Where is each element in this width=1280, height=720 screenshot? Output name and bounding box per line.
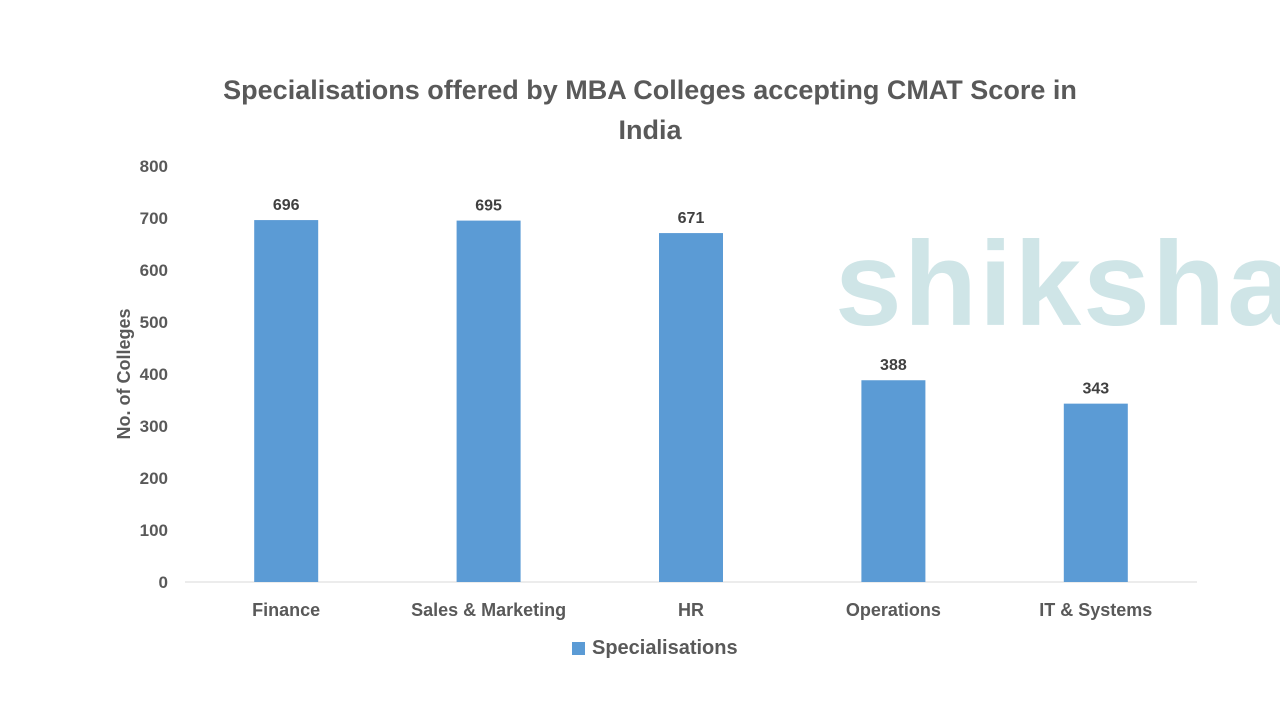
shiksha-watermark: shiksha xyxy=(835,217,1280,351)
data-label: 696 xyxy=(273,197,300,214)
data-label: 388 xyxy=(880,357,907,374)
bar-finance xyxy=(254,220,319,582)
y-tick-label: 500 xyxy=(140,313,168,332)
y-tick-label: 100 xyxy=(140,521,168,540)
x-tick-label: Finance xyxy=(252,600,320,620)
legend-swatch xyxy=(572,642,585,655)
data-label: 671 xyxy=(678,210,705,227)
data-label: 343 xyxy=(1082,381,1109,398)
x-tick-label: IT & Systems xyxy=(1039,600,1152,620)
y-tick-label: 200 xyxy=(140,469,168,488)
bar-sales-marketing xyxy=(456,220,521,582)
y-axis-label: No. of Colleges xyxy=(114,308,134,439)
bar-operations xyxy=(861,380,926,582)
x-tick-label: HR xyxy=(678,600,704,620)
y-tick-label: 600 xyxy=(140,261,168,280)
chart-title: Specialisations offered by MBA Colleges … xyxy=(223,75,1077,145)
legend: Specialisations xyxy=(572,637,738,660)
y-tick-label: 700 xyxy=(140,209,168,228)
y-tick-label: 0 xyxy=(159,573,168,592)
y-tick-label: 800 xyxy=(140,157,168,176)
bar-it-systems xyxy=(1063,403,1128,582)
x-tick-label: Operations xyxy=(846,600,941,620)
y-tick-label: 400 xyxy=(140,365,168,384)
x-tick-label: Sales & Marketing xyxy=(411,600,566,620)
bar-hr xyxy=(659,233,723,582)
data-label: 695 xyxy=(475,198,502,215)
legend-label: Specialisations xyxy=(592,637,738,659)
y-tick-label: 300 xyxy=(140,417,168,436)
